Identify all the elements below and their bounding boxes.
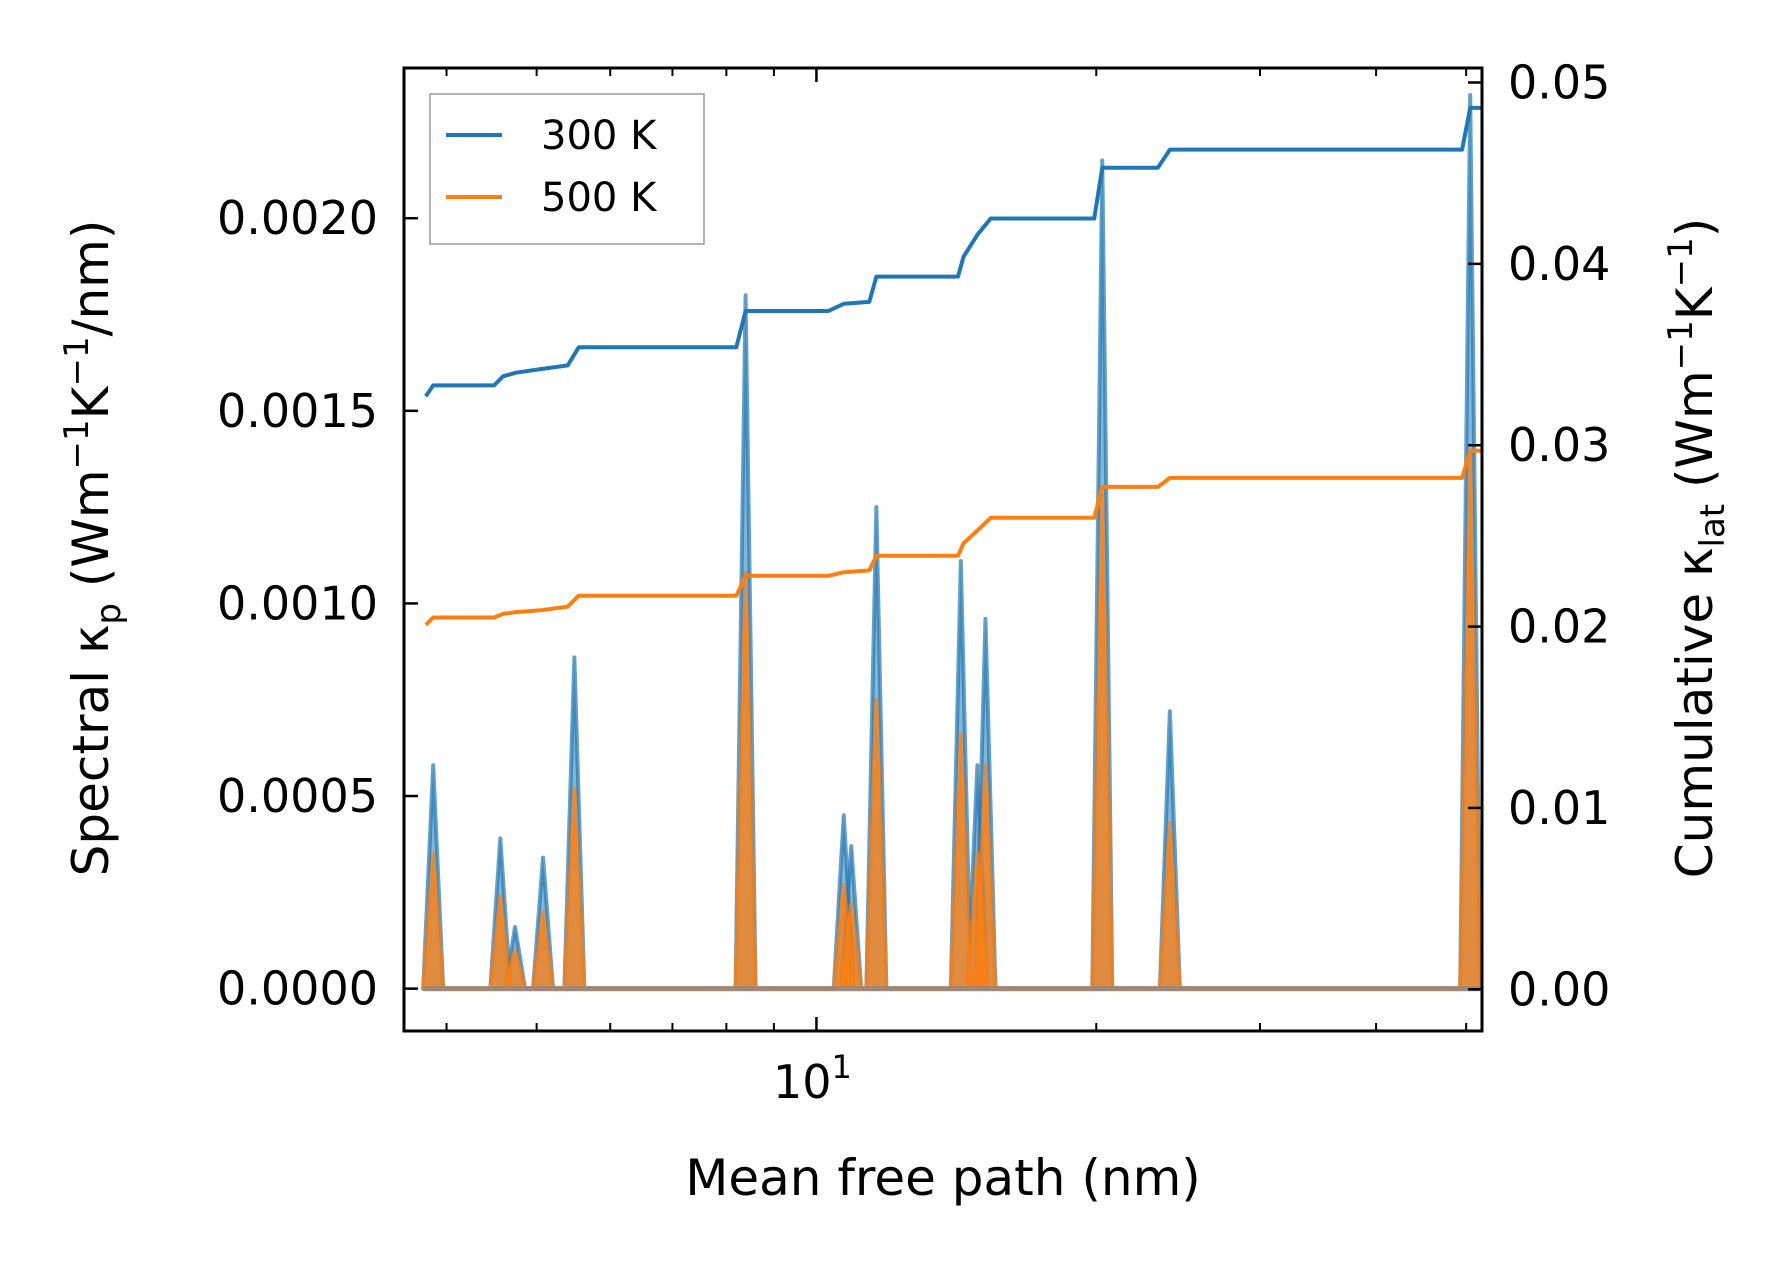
right-tick-label: 0.01	[1508, 781, 1610, 835]
cumulative-line-300k	[424, 105, 1482, 398]
cumulative-series-layer	[424, 105, 1482, 627]
right-tick-label: 0.03	[1508, 418, 1610, 472]
left-tick-label: 0.0020	[217, 191, 378, 245]
spectral-peak-500k-4	[562, 786, 587, 991]
spectral-peak-500k-13	[1157, 820, 1182, 991]
left-tick-label: 0.0000	[217, 962, 378, 1016]
right-tick-label: 0.04	[1508, 237, 1610, 291]
spectral-peak-500k-5	[733, 570, 758, 991]
left-axis-title: Spectral κp (Wm−1K−1/nm)	[57, 220, 129, 877]
spectral-peak-500k-0	[421, 851, 446, 991]
right-tick-label: 0.00	[1508, 962, 1610, 1016]
spectral-series-layer	[421, 92, 1483, 992]
left-tick-label: 0.0015	[217, 384, 378, 438]
spectral-peak-500k-12	[1090, 493, 1115, 991]
x-tick-label: 101	[773, 1048, 852, 1109]
cumulative-line-500k	[424, 448, 1482, 627]
plot-frame	[402, 66, 1484, 1033]
left-tick-label: 0.0010	[217, 576, 378, 630]
right-axis-title: Cumulative κlat (Wm−1K−1)	[1661, 218, 1733, 878]
right-tick-label: 0.05	[1508, 56, 1610, 110]
legend-label-500k: 500 K	[541, 175, 658, 221]
spectral-peak-500k-14	[1458, 451, 1483, 991]
legend-label-300k: 300 K	[541, 113, 658, 159]
spectral-peak-500k-8	[864, 697, 889, 991]
x-axis-title: Mean free path (nm)	[685, 1149, 1201, 1207]
right-tick-label: 0.02	[1508, 600, 1610, 654]
tick-labels-layer: 0.0000 0.0005 0.0010 0.0015 0.0020 0.00 0.01 0.…	[217, 56, 1610, 1109]
left-tick-label: 0.0005	[217, 769, 378, 823]
legend-box	[429, 93, 705, 245]
spectral-peak-500k-9	[948, 732, 973, 991]
legend: 300 K 500 K	[429, 93, 705, 245]
